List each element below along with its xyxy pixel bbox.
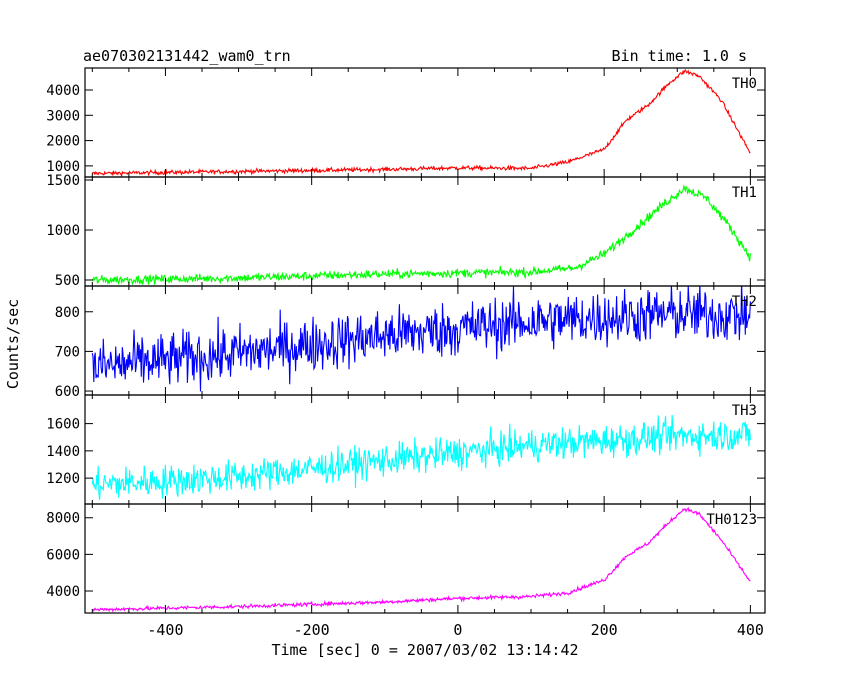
panel-th2: 600 700 800 TH2	[55, 285, 766, 400]
chart-title: ae070302131442_wam0_trn	[83, 47, 291, 65]
y-tick-label: 4000	[46, 83, 80, 99]
y-tick-label: 2000	[46, 134, 80, 150]
panel-th1: 500 1000 1500 TH1	[46, 173, 766, 289]
x-axis-label: Time [sec] 0 = 2007/03/02 13:14:42	[271, 641, 578, 659]
y-tick-label: 1500	[46, 173, 80, 189]
y-tick-label: 1600	[46, 417, 80, 433]
y-tick-label: 1400	[46, 444, 80, 460]
y-tick-label: 1000	[46, 223, 80, 239]
x-tick-label: -400	[147, 621, 183, 639]
bin-time-label: Bin time: 1.0 s	[612, 47, 747, 65]
series-label-th3: TH3	[732, 403, 757, 419]
series-label-th1: TH1	[732, 185, 757, 201]
y-tick-label: 8000	[46, 511, 80, 527]
series-line-th3	[91, 414, 751, 500]
x-tick-labels: -400 -200 0 200 400	[147, 621, 764, 639]
series-line-th2	[91, 286, 751, 392]
panel-frame	[84, 176, 766, 287]
panel-th3: 1200 1400 1600 TH3	[46, 394, 766, 505]
y-tick-label: 800	[55, 305, 80, 321]
series-line-th0	[92, 68, 751, 177]
series-line-th1	[91, 185, 751, 286]
y-axis-label: Counts/sec	[4, 299, 22, 389]
y-tick-label: 1200	[46, 471, 80, 487]
y-tick-label: 6000	[46, 547, 80, 563]
series-line-th0123	[91, 506, 751, 613]
panel-th0: 1000 2000 3000 4000 TH0	[46, 67, 766, 178]
y-tick-label: 700	[55, 344, 80, 360]
y-tick-label: 1000	[46, 159, 80, 175]
panel-th0123: 4000 6000 8000 TH0123	[46, 503, 766, 614]
x-tick-label: 0	[453, 621, 462, 639]
series-label-th2: TH2	[732, 294, 757, 310]
x-tick-label: -200	[294, 621, 330, 639]
x-tick-label: 200	[591, 621, 618, 639]
y-tick-label: 3000	[46, 108, 80, 124]
y-tick-label: 500	[55, 273, 80, 289]
y-tick-label: 600	[55, 384, 80, 400]
x-tick-label: 400	[737, 621, 764, 639]
panel-frame	[84, 67, 766, 178]
y-tick-label: 4000	[46, 584, 80, 600]
series-label-th0: TH0	[732, 76, 757, 92]
series-label-th0123: TH0123	[706, 512, 757, 528]
panel-frame	[84, 503, 766, 614]
